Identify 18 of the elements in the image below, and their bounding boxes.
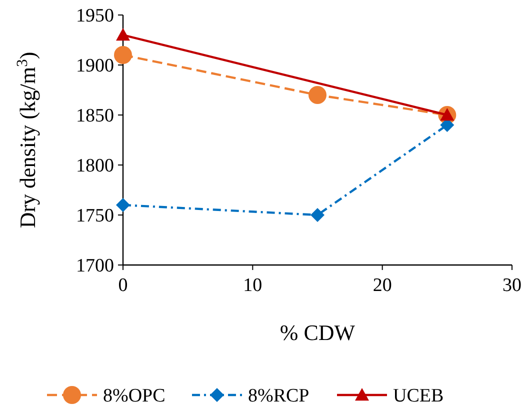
point	[308, 86, 326, 104]
point	[310, 208, 324, 222]
y-tick-label: 1850	[76, 106, 114, 127]
y-tick-label: 1700	[76, 256, 114, 277]
legend-label: 8%OPC	[103, 386, 166, 407]
y-tick-label: 1750	[76, 206, 114, 227]
x-tick-label: 10	[243, 275, 262, 296]
x-tick-label: 0	[118, 275, 128, 296]
point	[114, 46, 132, 64]
point	[116, 198, 130, 212]
legend-label: UCEB	[393, 386, 444, 407]
x-axis-title: % CDW	[280, 320, 356, 345]
y-tick-label: 1800	[76, 156, 114, 177]
legend-label: 8%RCP	[248, 386, 310, 407]
y-tick-label: 1900	[76, 56, 114, 77]
y-tick-label: 1950	[76, 6, 114, 27]
x-tick-label: 30	[502, 275, 522, 296]
x-tick-label: 20	[372, 275, 392, 296]
